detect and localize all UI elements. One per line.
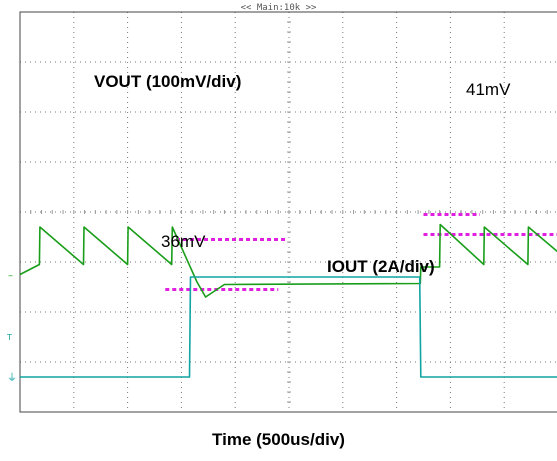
graticule — [19, 11, 557, 413]
measurement-cursors — [165, 213, 557, 291]
vout-trace — [19, 223, 557, 298]
timebase-header: << Main:10k >> — [240, 3, 317, 13]
iout-ground-marker: ⏚ — [7, 372, 17, 384]
channel-markers: – T ⏚ — [6, 271, 17, 385]
vout-label: VOUT (100mV/div) — [94, 72, 242, 91]
trigger-marker: T — [6, 333, 12, 342]
overshoot-label: 41mV — [466, 80, 511, 99]
undershoot-label: 36mV — [161, 232, 206, 251]
vout-ground-marker: – — [8, 271, 13, 282]
graticule-border — [19, 11, 557, 413]
x-axis-label: Time (500us/div) — [212, 430, 345, 449]
iout-label: IOUT (2A/div) — [327, 257, 435, 276]
waveform-traces — [19, 223, 557, 378]
iout-trace — [20, 276, 557, 378]
